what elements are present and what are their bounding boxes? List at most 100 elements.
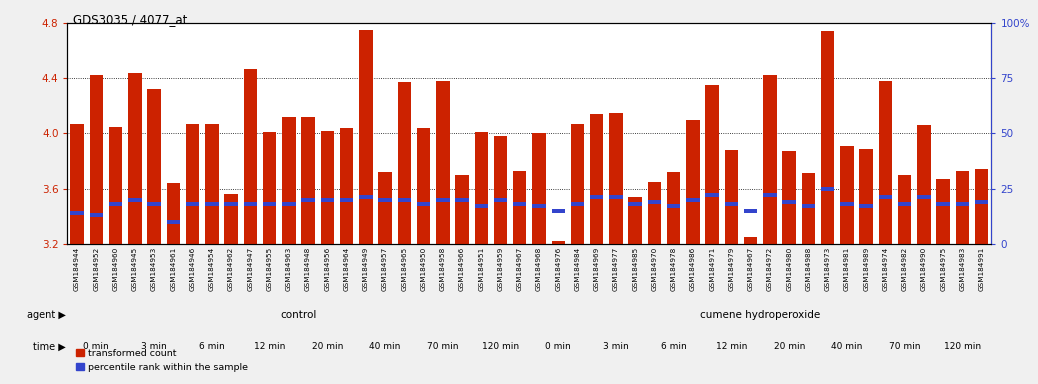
Text: time ▶: time ▶ [33,342,66,352]
Bar [898,175,911,244]
Bar [744,209,758,213]
Bar [551,241,565,244]
Bar [474,204,488,208]
Bar [513,171,526,244]
Bar [686,120,700,244]
Bar [859,149,873,244]
Text: 120 min: 120 min [482,342,519,351]
Bar [494,198,508,202]
Bar [339,128,353,244]
Text: cumene hydroperoxide: cumene hydroperoxide [701,310,820,320]
Text: 6 min: 6 min [661,342,686,351]
Bar [975,200,988,204]
Bar [783,200,796,204]
Bar [532,134,546,244]
Bar [339,198,353,202]
Bar [936,179,950,244]
Bar [398,83,411,244]
Bar [667,172,681,244]
Bar [590,114,603,244]
Bar [918,195,931,199]
Bar [436,198,449,202]
Bar [359,30,373,244]
Bar [244,69,257,244]
Text: 6 min: 6 min [199,342,224,351]
Text: 0 min: 0 min [83,342,109,351]
Bar [166,220,180,224]
Bar [628,202,641,206]
Bar [474,132,488,244]
Bar [263,132,276,244]
Bar [109,127,122,244]
Bar [667,204,681,208]
Bar [282,202,296,206]
Bar [725,150,738,244]
Bar [609,113,623,244]
Legend: transformed count, percentile rank within the sample: transformed count, percentile rank withi… [73,345,252,376]
Bar [801,204,815,208]
Bar [763,76,776,244]
Text: 40 min: 40 min [370,342,401,351]
Bar [648,182,661,244]
Bar [378,172,391,244]
Bar [725,202,738,206]
Text: 20 min: 20 min [773,342,804,351]
Bar [128,73,141,244]
Bar [879,195,893,199]
Bar [706,193,719,197]
Bar [263,202,276,206]
Text: 12 min: 12 min [254,342,285,351]
Bar [321,198,334,202]
Text: agent ▶: agent ▶ [27,310,66,320]
Text: 3 min: 3 min [603,342,629,351]
Text: 40 min: 40 min [831,342,863,351]
Bar [898,202,911,206]
Bar [301,117,315,244]
Bar [206,124,219,244]
Bar [166,183,180,244]
Bar [744,237,758,244]
Bar [821,31,835,244]
Bar [359,195,373,199]
Bar [686,198,700,202]
Bar [494,136,508,244]
Bar [936,202,950,206]
Bar [128,198,141,202]
Text: 0 min: 0 min [545,342,571,351]
Bar [859,204,873,208]
Bar [456,198,469,202]
Bar [918,125,931,244]
Bar [398,198,411,202]
Bar [436,81,449,244]
Bar [89,76,103,244]
Bar [783,151,796,244]
Text: 70 min: 70 min [889,342,921,351]
Bar [821,187,835,190]
Text: control: control [280,310,317,320]
Bar [571,202,584,206]
Text: 20 min: 20 min [311,342,343,351]
Bar [840,202,853,206]
Text: 120 min: 120 min [944,342,981,351]
Bar [147,89,161,244]
Bar [513,202,526,206]
Text: 3 min: 3 min [141,342,167,351]
Bar [590,195,603,199]
Bar [956,202,969,206]
Bar [801,174,815,244]
Bar [609,195,623,199]
Bar [282,117,296,244]
Bar [71,124,84,244]
Bar [224,194,238,244]
Bar [456,175,469,244]
Bar [648,200,661,204]
Bar [706,85,719,244]
Text: 70 min: 70 min [427,342,459,351]
Bar [571,124,584,244]
Bar [840,146,853,244]
Bar [301,198,315,202]
Bar [321,131,334,244]
Bar [628,197,641,244]
Bar [244,202,257,206]
Bar [378,198,391,202]
